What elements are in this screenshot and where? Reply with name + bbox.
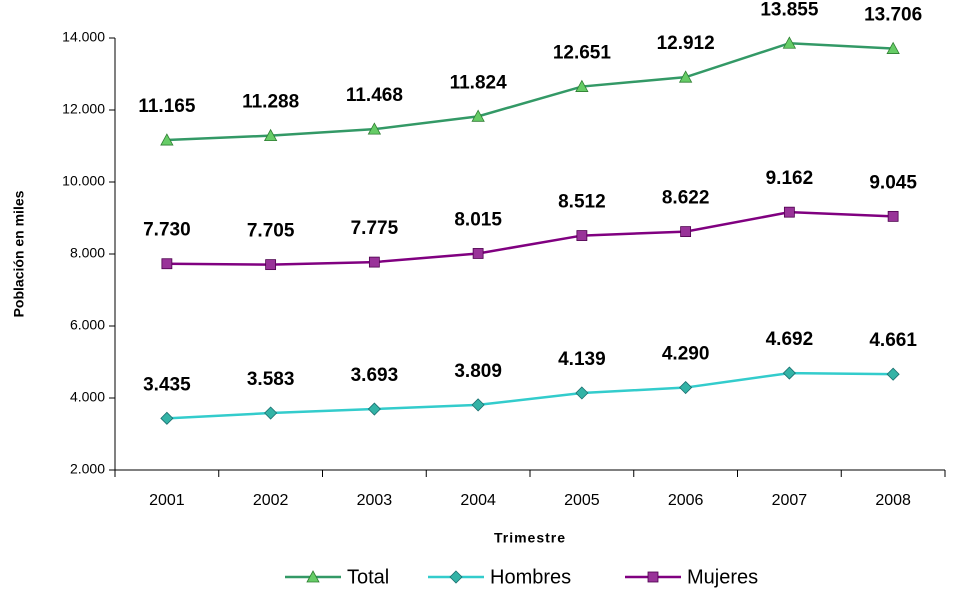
data-label: 7.730 <box>143 220 191 241</box>
data-point <box>679 380 693 395</box>
data-label: 4.692 <box>766 329 814 350</box>
data-label: 7.775 <box>351 218 399 239</box>
legend-marker <box>647 571 659 583</box>
x-axis-title: Trimestre <box>494 530 566 546</box>
data-point <box>367 402 381 416</box>
data-point <box>471 398 485 412</box>
data-point <box>160 133 174 146</box>
data-point <box>680 226 692 238</box>
y-tick-label: 14.000 <box>62 29 105 45</box>
x-tick-label: 2003 <box>357 492 393 509</box>
y-tick-label: 2.000 <box>70 461 105 477</box>
data-label: 3.693 <box>351 365 399 386</box>
data-label: 11.288 <box>242 92 299 113</box>
data-point <box>265 259 277 271</box>
y-axis-title: Población en miles <box>11 190 27 317</box>
data-point <box>678 70 693 83</box>
data-point <box>575 386 589 400</box>
legend-label: Mujeres <box>687 566 758 588</box>
y-tick-label: 8.000 <box>70 245 105 261</box>
y-tick-label: 4.000 <box>70 389 105 405</box>
data-point <box>782 36 797 49</box>
data-point <box>263 128 278 142</box>
data-point <box>783 206 795 218</box>
data-label: 11.468 <box>346 85 403 106</box>
data-label: 4.139 <box>558 349 606 370</box>
x-tick-label: 2005 <box>564 492 600 509</box>
data-label: 13.855 <box>760 0 819 20</box>
x-tick-label: 2004 <box>460 492 496 509</box>
data-label: 3.435 <box>143 374 191 395</box>
x-tick-label: 2006 <box>668 492 704 509</box>
data-point <box>367 122 382 135</box>
data-point <box>886 367 900 381</box>
data-label: 4.290 <box>662 344 710 365</box>
y-tick-label: 10.000 <box>62 173 105 189</box>
data-point <box>264 406 278 420</box>
data-label: 11.824 <box>450 72 507 93</box>
legend-label: Hombres <box>490 566 571 588</box>
data-label: 8.015 <box>454 209 502 230</box>
data-label: 12.912 <box>657 33 715 54</box>
data-point <box>368 256 380 268</box>
data-label: 11.165 <box>138 96 195 117</box>
data-point <box>886 41 900 54</box>
data-label: 8.622 <box>662 188 710 209</box>
data-label: 12.651 <box>553 43 612 64</box>
x-tick-label: 2001 <box>149 492 185 509</box>
data-label: 9.045 <box>869 172 917 193</box>
data-label: 3.809 <box>454 361 502 382</box>
x-tick-label: 2007 <box>772 492 808 509</box>
y-tick-label: 6.000 <box>70 317 105 333</box>
data-label: 4.661 <box>869 330 917 351</box>
data-point <box>575 79 589 92</box>
data-point <box>161 258 173 270</box>
series-line <box>166 210 894 266</box>
data-label: 3.583 <box>247 369 295 390</box>
data-label: 8.512 <box>558 192 606 213</box>
legend-marker <box>449 570 463 584</box>
y-tick-label: 12.000 <box>62 101 105 117</box>
data-point <box>782 366 796 380</box>
series-line <box>166 41 894 142</box>
data-label: 7.705 <box>247 221 295 242</box>
legend-marker <box>306 570 320 583</box>
data-point <box>472 248 484 259</box>
series-line <box>166 371 894 420</box>
x-tick-label: 2008 <box>875 492 911 509</box>
data-label: 9.162 <box>766 168 814 189</box>
x-tick-label: 2002 <box>253 492 289 509</box>
data-point <box>160 411 174 425</box>
data-label: 13.706 <box>864 5 922 26</box>
data-point <box>887 210 899 222</box>
data-point <box>471 109 485 122</box>
legend-label: Total <box>347 566 389 588</box>
data-point <box>576 230 588 241</box>
